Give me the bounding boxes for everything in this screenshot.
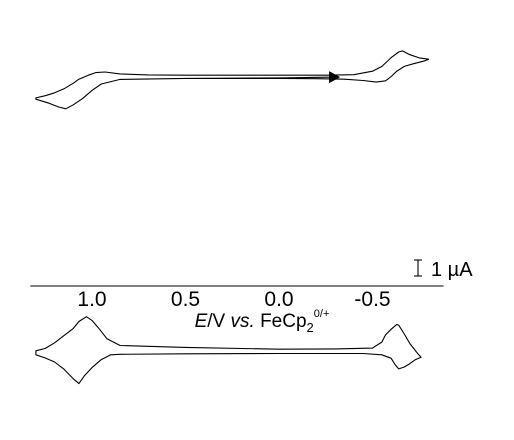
x-axis-title-part: /V: [207, 311, 230, 332]
tick-labels: 1.0 0.5 0.0 -0.5: [77, 288, 390, 311]
cv-trace-bottom: [35, 316, 422, 385]
x-tick-label: 1.0: [77, 288, 106, 311]
x-axis-title-part: 2: [307, 320, 314, 335]
start-direction-marker: [329, 71, 341, 84]
cv-trace-top: [35, 50, 430, 110]
x-axis-title: E/V vs. FeCp20/+: [195, 308, 330, 335]
trace-layer: [35, 50, 430, 385]
scale-bar-label: 1 µA: [431, 259, 473, 281]
scale-bar: 1 µA: [414, 259, 473, 281]
x-axis-title-part: vs.: [231, 311, 255, 332]
x-axis-title-part: 0/+: [314, 308, 330, 320]
x-tick-label: 0.5: [171, 288, 200, 311]
x-tick-label: -0.5: [354, 288, 390, 311]
x-axis-title-part: FeCp: [255, 311, 307, 332]
x-axis-title-part: E: [195, 311, 208, 332]
x-tick-label: 0.0: [264, 288, 293, 311]
